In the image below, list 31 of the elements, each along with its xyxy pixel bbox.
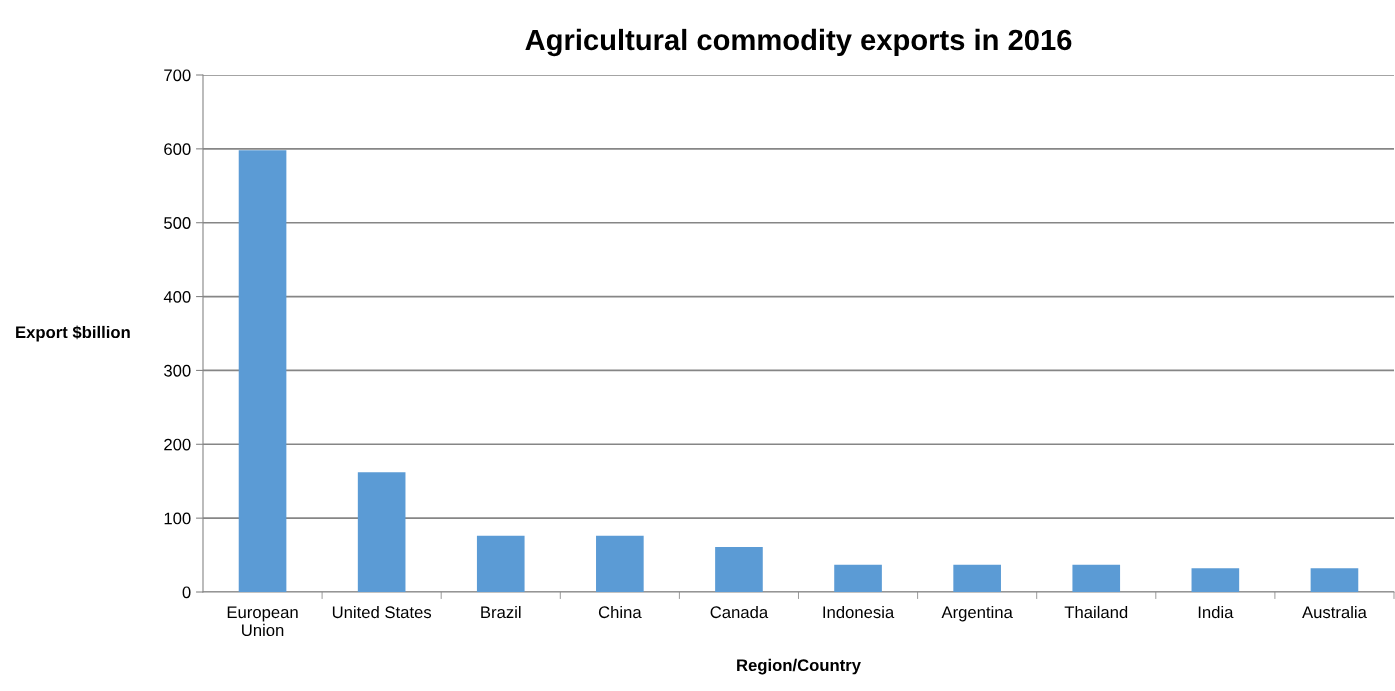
x-tick-label: European Union xyxy=(227,606,298,637)
bar xyxy=(1191,568,1240,592)
x-tick-label: United States xyxy=(332,605,432,619)
y-tick-label: 300 xyxy=(164,364,191,377)
y-tick-label: 200 xyxy=(164,438,191,451)
bar xyxy=(357,472,406,592)
bar xyxy=(596,535,644,592)
x-tick-label: Canada xyxy=(710,605,769,619)
x-tick-label: Indonesia xyxy=(823,605,895,619)
chart-title: Agricultural commodity exports in 2016 xyxy=(525,28,1072,57)
x-tick-label: Argentina xyxy=(941,605,1013,622)
x-tick-label: Australia xyxy=(1302,605,1367,619)
y-tick-label: 500 xyxy=(164,217,191,229)
x-tick-label: Brazil xyxy=(481,605,521,619)
x-tick-label: China xyxy=(598,605,642,619)
bar xyxy=(1310,568,1359,592)
bar xyxy=(953,564,1001,592)
x-tick-label: Thailand xyxy=(1064,605,1128,619)
bar xyxy=(238,150,287,592)
bar xyxy=(476,535,525,592)
y-tick-label: 100 xyxy=(164,512,191,525)
y-tick-label: 400 xyxy=(163,290,191,303)
x-axis-title: Region/Country xyxy=(737,658,861,675)
bar xyxy=(1072,564,1121,592)
y-tick-label: 600 xyxy=(164,143,191,156)
y-tick-label: 0 xyxy=(182,586,191,599)
bar xyxy=(715,546,763,592)
bar xyxy=(834,564,882,592)
y-axis-title: Export $billion xyxy=(16,325,130,342)
x-tick-label: India xyxy=(1198,605,1234,619)
y-tick-label: 700 xyxy=(164,69,191,82)
